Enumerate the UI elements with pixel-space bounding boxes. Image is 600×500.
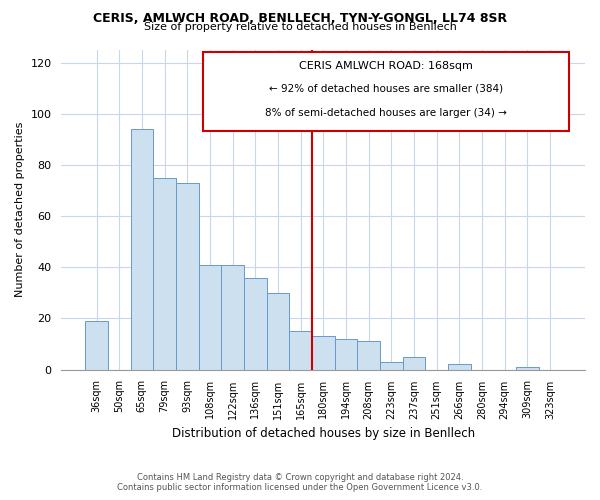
Bar: [516, 367, 539, 370]
Text: 8% of semi-detached houses are larger (34) →: 8% of semi-detached houses are larger (3…: [265, 108, 507, 118]
Text: Contains HM Land Registry data © Crown copyright and database right 2024.
Contai: Contains HM Land Registry data © Crown c…: [118, 473, 482, 492]
Bar: [380, 362, 403, 370]
Bar: [357, 342, 380, 369]
X-axis label: Distribution of detached houses by size in Benllech: Distribution of detached houses by size …: [172, 427, 475, 440]
Bar: [153, 178, 176, 370]
Bar: [221, 265, 244, 370]
Bar: [85, 321, 108, 370]
Bar: [244, 278, 266, 370]
Bar: [266, 293, 289, 370]
Text: Size of property relative to detached houses in Benllech: Size of property relative to detached ho…: [143, 22, 457, 32]
Text: CERIS AMLWCH ROAD: 168sqm: CERIS AMLWCH ROAD: 168sqm: [299, 61, 473, 71]
Bar: [448, 364, 470, 370]
Bar: [199, 265, 221, 370]
Text: ← 92% of detached houses are smaller (384): ← 92% of detached houses are smaller (38…: [269, 84, 503, 94]
Bar: [403, 357, 425, 370]
Bar: [312, 336, 335, 370]
Bar: [335, 339, 357, 370]
Bar: [289, 331, 312, 370]
Bar: [176, 183, 199, 370]
FancyBboxPatch shape: [203, 52, 569, 132]
Bar: [131, 130, 153, 370]
Text: CERIS, AMLWCH ROAD, BENLLECH, TYN-Y-GONGL, LL74 8SR: CERIS, AMLWCH ROAD, BENLLECH, TYN-Y-GONG…: [93, 12, 507, 26]
Y-axis label: Number of detached properties: Number of detached properties: [15, 122, 25, 298]
